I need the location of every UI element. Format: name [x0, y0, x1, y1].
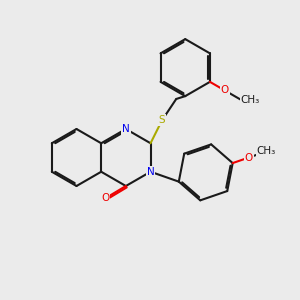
Text: O: O	[220, 85, 229, 95]
Text: N: N	[122, 124, 130, 134]
Text: S: S	[159, 115, 165, 125]
Text: N: N	[147, 167, 154, 177]
Text: CH₃: CH₃	[241, 95, 260, 105]
Text: CH₃: CH₃	[257, 146, 276, 157]
Text: O: O	[101, 194, 109, 203]
Text: O: O	[245, 152, 253, 163]
